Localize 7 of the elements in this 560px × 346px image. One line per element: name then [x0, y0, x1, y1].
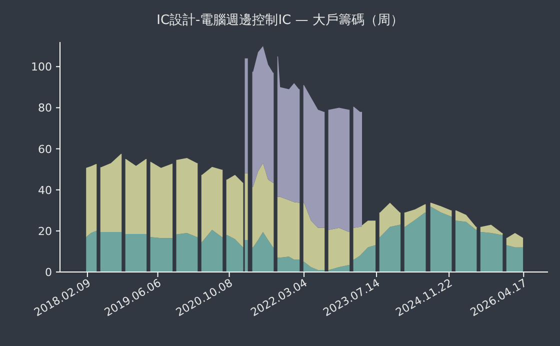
y-tick-label: 40 — [38, 184, 52, 197]
y-tick-label: 80 — [38, 102, 52, 115]
y-tick-label: 100 — [31, 60, 52, 74]
y-tick-label: 60 — [38, 142, 52, 156]
y-tick-label: 20 — [38, 224, 52, 238]
chart-title: IC設計-電腦週邊控制IC — 大戶籌碼（周） — [156, 13, 404, 28]
y-tick-label: 0 — [45, 266, 52, 279]
